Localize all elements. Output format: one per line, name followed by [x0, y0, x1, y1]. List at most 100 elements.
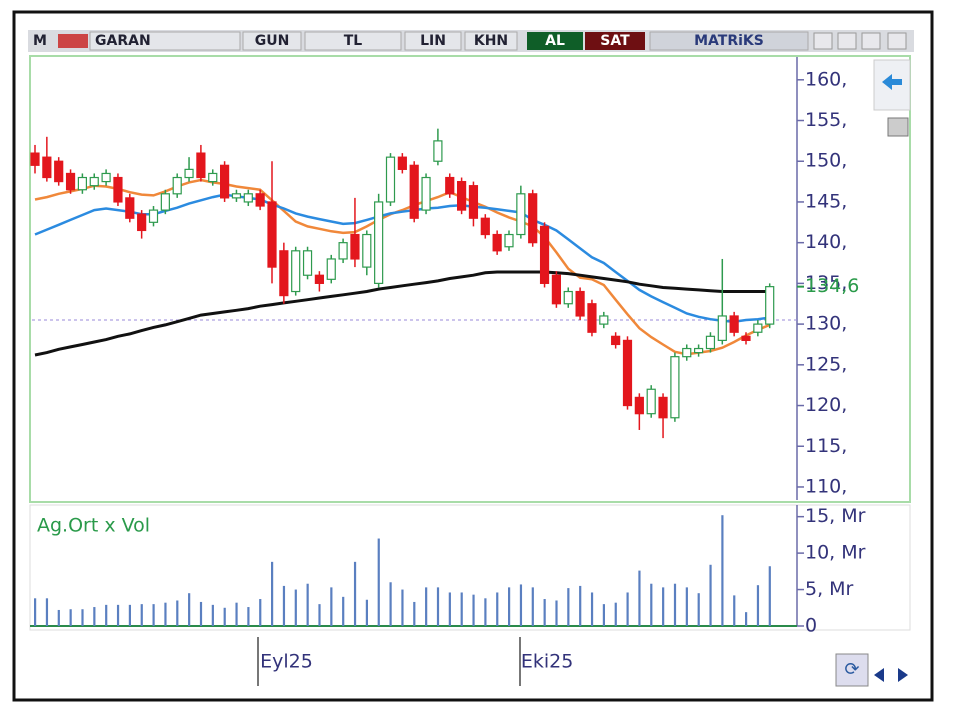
candle-body: [65, 172, 76, 191]
candle-body: [125, 197, 135, 219]
currency-button[interactable]: [304, 31, 402, 51]
volume-bar: [116, 604, 120, 626]
refresh-icon: ⟳: [844, 659, 859, 680]
y-tick-label: 130,: [805, 313, 847, 335]
minimize-button[interactable]: [837, 32, 857, 50]
volume-bar: [697, 593, 700, 626]
candle-body: [397, 156, 407, 170]
style-button[interactable]: [464, 31, 518, 51]
candle-body: [717, 315, 727, 341]
candle-body: [575, 290, 585, 317]
candle-body: [516, 193, 526, 236]
candle-body: [350, 233, 360, 260]
candle-body: [646, 388, 656, 415]
candle-body: [54, 160, 64, 183]
volume-bar: [34, 598, 37, 626]
y-tick-label: 0: [805, 615, 817, 637]
y-tick-label: 110,: [805, 475, 847, 497]
volume-bar: [531, 587, 534, 626]
candle-body: [314, 274, 324, 284]
candle-body: [196, 152, 206, 179]
y-tick-label: 140,: [805, 231, 847, 253]
refresh-button[interactable]: [835, 653, 869, 687]
period: GUN: [255, 33, 290, 49]
logo: M: [33, 33, 47, 49]
candle-body: [682, 347, 692, 358]
candle-body: [89, 176, 99, 187]
currency: TL: [344, 33, 363, 49]
candle-body: [291, 250, 301, 293]
y-tick-label: 155,: [805, 109, 847, 131]
volume-bar: [57, 609, 60, 626]
candle-body: [693, 347, 704, 354]
volume-bar: [271, 561, 274, 626]
volume-bar: [413, 601, 416, 626]
candle-body: [338, 242, 348, 260]
price-panel: [29, 55, 911, 503]
volume-bar: [768, 566, 771, 626]
y-tick-label: 10, Mr: [805, 542, 866, 564]
volume-bar: [282, 585, 286, 626]
style: KHN: [474, 33, 508, 49]
last-price-label: 134,6: [805, 275, 859, 297]
volume-bar: [318, 604, 321, 626]
symbol-box[interactable]: [89, 31, 241, 51]
y-tick-label: 160,: [805, 68, 847, 90]
candle-body: [160, 193, 170, 211]
volume-bar: [140, 604, 143, 626]
maximize-button[interactable]: [861, 32, 881, 50]
volume-bar: [247, 607, 250, 626]
y-tick-label: 135,: [805, 272, 847, 294]
volume-bar: [389, 582, 392, 626]
candle-body: [30, 152, 40, 166]
brand: MATRiKS: [694, 33, 764, 49]
candle-body: [622, 339, 633, 407]
candle-body: [326, 258, 336, 280]
scroll-buttons[interactable]: [874, 668, 908, 682]
volume-bar: [484, 598, 487, 626]
candle-body: [267, 201, 277, 268]
volume-bar: [164, 602, 167, 626]
volume-bar: [45, 598, 49, 626]
volume-bar: [342, 596, 345, 626]
volume-bar: [353, 561, 357, 626]
volume-title: Ag.Ort x Vol: [37, 515, 150, 537]
volume-bar: [365, 599, 368, 626]
buy-button[interactable]: [527, 32, 583, 50]
brand-box: [649, 31, 809, 51]
volume-bar: [176, 600, 179, 626]
candle-body: [77, 176, 88, 191]
candle-body: [611, 335, 621, 346]
volume-bar: [330, 587, 333, 626]
candle-body: [433, 140, 443, 162]
panel-icon[interactable]: [887, 117, 909, 137]
period-button[interactable]: [242, 31, 302, 51]
sell: SAT: [600, 33, 630, 49]
scale-button[interactable]: [404, 31, 462, 51]
candle-body: [705, 335, 716, 350]
volume-bar: [448, 592, 451, 626]
close-button[interactable]: [887, 32, 907, 50]
y-tick-label: 5, Mr: [805, 578, 854, 600]
volume-bar: [543, 599, 546, 626]
candle-body: [563, 290, 573, 305]
scale: LIN: [420, 33, 446, 49]
candle-body: [148, 209, 159, 223]
candle-body: [302, 250, 313, 276]
candle-body: [551, 274, 562, 305]
volume-bar: [81, 609, 84, 626]
candle-body: [457, 180, 467, 211]
candle-body: [539, 225, 550, 284]
volume-bar: [496, 592, 499, 626]
menu-button[interactable]: [813, 32, 833, 50]
volume-bar: [709, 564, 712, 626]
volume-bar: [152, 604, 155, 626]
volume-bar: [721, 515, 724, 626]
volume-bar: [673, 583, 677, 626]
volume-bar: [733, 595, 736, 626]
candle-body: [362, 233, 372, 268]
sell-button[interactable]: [585, 32, 645, 50]
volume-bar: [235, 602, 238, 626]
y-tick-label: 150,: [805, 150, 847, 172]
